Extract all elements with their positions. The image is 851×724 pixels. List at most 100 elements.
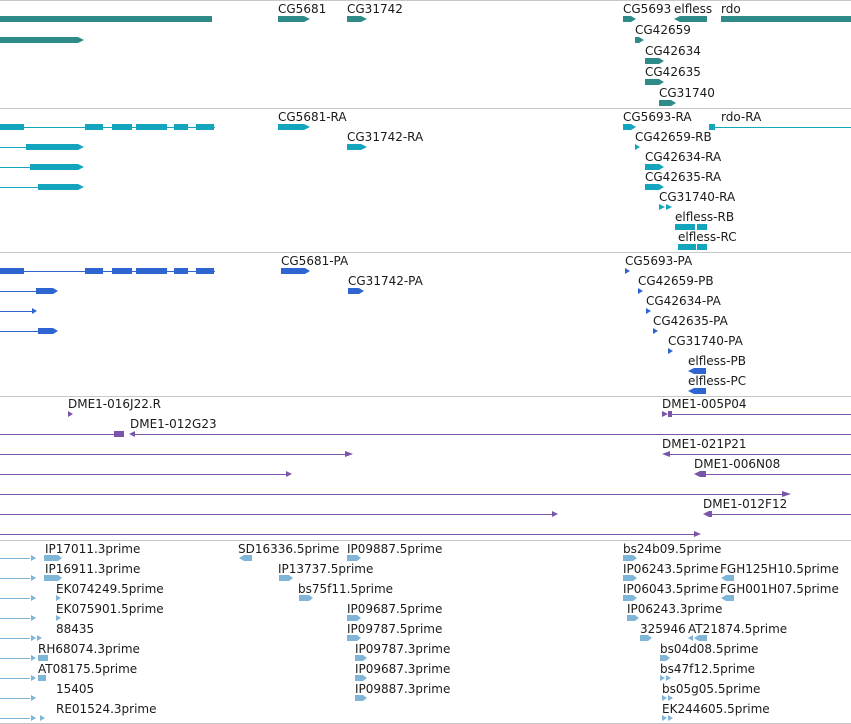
gene-label[interactable]: CG31740 [659, 86, 715, 100]
bac-end-arrow[interactable] [703, 511, 709, 517]
transcript-label[interactable]: CG31742-RA [347, 130, 424, 144]
gene-label[interactable]: CG5693 [623, 2, 672, 16]
transcript-exon[interactable] [709, 124, 715, 130]
est-label[interactable]: EK074249.5prime [56, 582, 164, 596]
est-label[interactable]: bs05g05.5prime [662, 682, 761, 696]
gene-feature-elfless[interactable] [680, 16, 707, 22]
cds-exon[interactable] [136, 268, 167, 274]
est-arrow[interactable] [31, 655, 36, 661]
bac-end-arrow[interactable] [694, 471, 700, 477]
bac-end-arrow[interactable] [68, 411, 73, 417]
transcript-label[interactable]: CG42635-RA [645, 170, 722, 184]
bac-end-arrow[interactable] [345, 451, 353, 457]
est-block[interactable] [244, 555, 252, 561]
est-arrow[interactable] [721, 575, 726, 581]
est-arrow[interactable] [31, 695, 36, 701]
est-arrow[interactable] [239, 555, 244, 561]
transcript-exon[interactable] [347, 144, 361, 150]
est-arrow[interactable] [31, 595, 36, 601]
bac-end-arrow[interactable] [662, 411, 668, 417]
cds-exon[interactable] [174, 268, 188, 274]
est-block[interactable] [44, 575, 58, 581]
est-block[interactable] [347, 555, 357, 561]
est-label[interactable]: AT08175.5prime [38, 662, 138, 676]
transcript-exon[interactable] [697, 224, 707, 230]
protein-label[interactable]: elfless-PC [688, 374, 747, 388]
est-block[interactable] [347, 635, 357, 641]
est-label[interactable]: 325946 [640, 622, 686, 636]
transcript-exon[interactable] [675, 224, 695, 230]
gene-label[interactable]: CG31742 [347, 2, 403, 16]
est-label[interactable]: IP06243.5prime [623, 562, 719, 576]
transcript-label[interactable]: CG5681-RA [278, 110, 347, 124]
transcript-exon[interactable] [196, 124, 214, 130]
cds-exon[interactable] [196, 268, 214, 274]
est-block[interactable] [623, 595, 633, 601]
transcript-exon[interactable] [30, 164, 78, 170]
bac-end-arrow[interactable] [286, 471, 292, 477]
est-arrow[interactable] [31, 575, 36, 581]
gene-feature[interactable] [0, 16, 212, 22]
est-label[interactable]: IP16911.3prime [45, 562, 141, 576]
est-arrow[interactable] [721, 595, 726, 601]
est-label[interactable]: 15405 [56, 682, 95, 696]
est-label[interactable]: IP09887.3prime [355, 682, 451, 696]
est-block[interactable] [699, 635, 707, 641]
est-arrow[interactable] [694, 635, 699, 641]
est-arrow[interactable] [31, 555, 36, 561]
gene-feature-cg5681[interactable] [278, 16, 304, 22]
est-block[interactable] [355, 695, 363, 701]
est-label[interactable]: IP17011.3prime [45, 542, 141, 556]
est-arrow[interactable] [31, 615, 36, 621]
est-block[interactable] [640, 635, 648, 641]
est-label[interactable]: SD16336.5prime [238, 542, 340, 556]
bac-end-label[interactable]: DME1-012F12 [703, 497, 788, 511]
est-block[interactable] [623, 575, 633, 581]
est-block[interactable] [627, 615, 635, 621]
bac-end-label[interactable]: DME1-021P21 [662, 437, 747, 451]
bac-end-arrow[interactable] [129, 431, 135, 437]
est-label[interactable]: FGH125H10.5prime [720, 562, 839, 576]
cds-exon[interactable] [694, 388, 706, 394]
gene-label[interactable]: elfless [674, 2, 713, 16]
protein-label[interactable]: CG31742-PA [348, 274, 423, 288]
bac-end-label[interactable]: DME1-005P04 [662, 397, 747, 411]
gene-label[interactable]: CG42659 [635, 23, 691, 37]
transcript-label[interactable]: elfless-RB [675, 210, 735, 224]
transcript-exon[interactable] [645, 164, 659, 170]
est-block[interactable] [347, 615, 357, 621]
cds-exon[interactable] [112, 268, 132, 274]
est-arrow[interactable] [662, 715, 667, 721]
transcript-exon[interactable] [136, 124, 167, 130]
cds-exon[interactable] [0, 268, 24, 274]
gene-feature-rdo[interactable] [721, 16, 851, 22]
protein-label[interactable]: elfless-PB [688, 354, 746, 368]
bac-end-arrow[interactable] [662, 451, 670, 457]
bac-end-block[interactable] [114, 431, 124, 437]
est-block[interactable] [44, 555, 58, 561]
cds-exon[interactable] [36, 288, 53, 294]
transcript-exon[interactable] [174, 124, 188, 130]
cds-exon[interactable] [281, 268, 305, 274]
transcript-exon[interactable] [85, 124, 103, 130]
est-label[interactable]: IP09887.5prime [347, 542, 443, 556]
gene-feature-cg42659[interactable] [635, 37, 639, 43]
est-block[interactable] [38, 675, 46, 681]
est-label[interactable]: EK075901.5prime [56, 602, 164, 616]
transcript-label[interactable]: elfless-RC [678, 230, 737, 244]
est-block[interactable] [623, 555, 633, 561]
gene-feature-cg42635[interactable] [645, 79, 659, 85]
protein-label[interactable]: CG5681-PA [281, 254, 349, 268]
protein-label[interactable]: CG42635-PA [653, 314, 728, 328]
gene-label[interactable]: CG42634 [645, 44, 701, 58]
gene-label[interactable]: CG5681 [278, 2, 327, 16]
transcript-exon[interactable] [645, 184, 659, 190]
transcript-exon[interactable] [0, 124, 24, 130]
transcript-exon[interactable] [697, 244, 707, 250]
est-block[interactable] [660, 655, 666, 661]
bac-end-block[interactable] [709, 511, 712, 517]
cds-exon[interactable] [85, 268, 103, 274]
cds-exon[interactable] [694, 368, 706, 374]
est-label[interactable]: 88435 [56, 622, 95, 636]
bac-end-block[interactable] [700, 471, 706, 477]
